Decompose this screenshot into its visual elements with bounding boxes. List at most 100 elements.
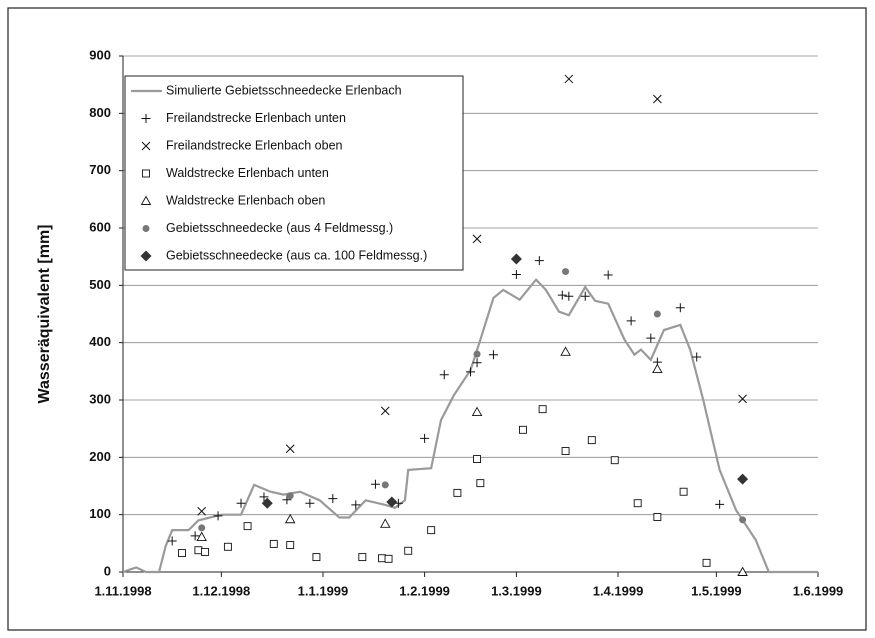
plus-marker bbox=[213, 511, 223, 521]
plus-marker bbox=[675, 303, 685, 313]
square-marker bbox=[476, 479, 485, 488]
triangle-marker bbox=[560, 346, 571, 356]
circle-marker bbox=[473, 350, 481, 358]
square-marker bbox=[453, 488, 462, 497]
plus-marker bbox=[557, 290, 567, 300]
plus-marker bbox=[511, 269, 521, 279]
square-marker bbox=[223, 542, 232, 551]
cross-marker bbox=[285, 444, 295, 454]
square-marker bbox=[473, 455, 482, 464]
triangle-marker bbox=[652, 363, 663, 373]
diamond-marker bbox=[140, 250, 152, 262]
y-tick-label: 300 bbox=[89, 391, 111, 406]
x-tick-label: 1.4.1999 bbox=[593, 583, 644, 598]
y-tick-label: 100 bbox=[89, 506, 111, 521]
diamond-marker bbox=[510, 253, 522, 265]
circle-marker bbox=[653, 310, 661, 318]
plus-marker bbox=[626, 316, 636, 326]
plus-marker bbox=[141, 114, 151, 123]
square-marker bbox=[243, 522, 252, 531]
plus-marker bbox=[351, 500, 361, 510]
y-tick-label: 700 bbox=[89, 162, 111, 177]
square-marker bbox=[561, 447, 570, 455]
simulated-line bbox=[122, 277, 818, 574]
square-marker bbox=[702, 558, 711, 567]
plus-marker bbox=[646, 333, 656, 343]
triangle-marker bbox=[140, 195, 152, 205]
y-tick-label: 0 bbox=[104, 563, 111, 578]
diamond-marker bbox=[737, 473, 749, 485]
square-marker bbox=[404, 546, 413, 555]
circle-marker bbox=[286, 492, 294, 500]
x-tick-label: 1.12.1998 bbox=[192, 583, 250, 598]
x-tick-label: 1.5.1999 bbox=[691, 583, 742, 598]
frame bbox=[7, 7, 867, 631]
plus-marker bbox=[370, 479, 380, 489]
x-tick-label: 1.3.1999 bbox=[491, 583, 542, 598]
cross-marker bbox=[738, 394, 747, 404]
plus-marker bbox=[328, 494, 338, 504]
cross-marker bbox=[197, 506, 207, 516]
legend-label: Freilandstrecke Erlenbach oben bbox=[166, 138, 343, 152]
square-marker bbox=[384, 554, 393, 563]
square-marker bbox=[269, 539, 278, 548]
square-marker bbox=[178, 549, 186, 558]
square-marker bbox=[312, 553, 321, 562]
x-tick-label: 1.11.1998 bbox=[94, 583, 151, 598]
plus-marker bbox=[580, 291, 590, 301]
triangle-marker bbox=[379, 518, 391, 528]
triangle-marker bbox=[196, 531, 207, 541]
plus-marker bbox=[534, 256, 544, 266]
plus-marker bbox=[692, 352, 702, 362]
cross-marker bbox=[380, 406, 390, 416]
square-marker bbox=[194, 546, 203, 555]
triangle-marker bbox=[284, 513, 296, 524]
square-marker bbox=[286, 541, 295, 550]
cross-marker bbox=[141, 141, 151, 151]
circle-marker bbox=[142, 225, 150, 232]
plus-marker bbox=[236, 498, 246, 508]
plus-marker bbox=[715, 499, 725, 509]
legend-label: Gebietsschneedecke (aus 4 Feldmessg.) bbox=[166, 221, 393, 235]
square-marker bbox=[142, 169, 150, 178]
y-tick-label: 500 bbox=[89, 277, 111, 292]
square-marker bbox=[201, 547, 209, 556]
legend: Simulierte Gebietsschneedecke Erlenbach F… bbox=[124, 75, 464, 271]
triangle-marker bbox=[471, 406, 483, 416]
circle-marker bbox=[562, 268, 570, 276]
square-marker bbox=[587, 436, 596, 445]
plus-marker bbox=[439, 370, 449, 380]
square-marker bbox=[519, 425, 527, 434]
legend-box bbox=[124, 75, 464, 271]
circle-marker bbox=[381, 481, 389, 489]
cross-marker bbox=[472, 234, 482, 244]
x-tick-label: 1.6.1999 bbox=[793, 583, 844, 598]
square-marker bbox=[538, 405, 547, 414]
plus-marker bbox=[603, 270, 613, 280]
cross-marker bbox=[564, 74, 574, 84]
square-marker bbox=[610, 456, 619, 465]
plus-marker bbox=[190, 531, 200, 541]
square-marker bbox=[378, 554, 386, 563]
y-tick-label: 400 bbox=[89, 334, 111, 349]
square-marker bbox=[633, 499, 642, 508]
legend-label: Freilandstrecke Erlenbach unten bbox=[166, 111, 346, 125]
circle-marker bbox=[198, 524, 206, 532]
legend-label: Waldstrecke Erlenbach unten bbox=[166, 166, 329, 180]
x-tick-label: 1.2.1999 bbox=[399, 583, 450, 598]
cross-marker bbox=[653, 94, 662, 104]
x-tick-label: 1.1.1999 bbox=[298, 583, 349, 598]
diamond-marker bbox=[261, 497, 273, 509]
legend-label: Gebietsschneedecke (aus ca. 100 Feldmess… bbox=[166, 248, 427, 262]
diamond-marker bbox=[386, 496, 398, 508]
plus-marker bbox=[167, 536, 177, 546]
circle-marker bbox=[739, 516, 747, 524]
plus-marker bbox=[259, 492, 269, 502]
plus-marker bbox=[466, 367, 475, 377]
plus-marker bbox=[305, 498, 315, 508]
square-marker bbox=[358, 553, 367, 562]
plus-marker bbox=[564, 291, 574, 301]
legend-label: Simulierte Gebietsschneedecke Erlenbach bbox=[166, 83, 402, 97]
legend-label: Waldstrecke Erlenbach oben bbox=[166, 193, 325, 207]
